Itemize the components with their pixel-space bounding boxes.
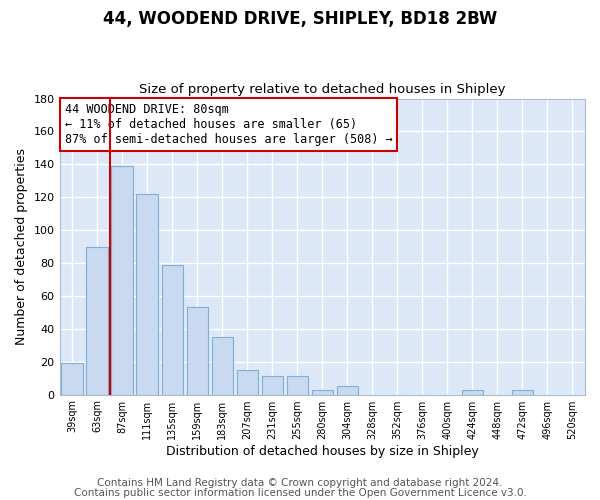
Y-axis label: Number of detached properties: Number of detached properties (15, 148, 28, 345)
Bar (512, 390, 533, 394)
Bar (136, 194, 158, 394)
X-axis label: Distribution of detached houses by size in Shipley: Distribution of detached houses by size … (166, 444, 479, 458)
Text: 44, WOODEND DRIVE, SHIPLEY, BD18 2BW: 44, WOODEND DRIVE, SHIPLEY, BD18 2BW (103, 10, 497, 28)
Bar (212, 337, 233, 394)
Text: 44 WOODEND DRIVE: 80sqm
← 11% of detached houses are smaller (65)
87% of semi-de: 44 WOODEND DRIVE: 80sqm ← 11% of detache… (65, 103, 392, 146)
Bar (462, 390, 483, 394)
Bar (236, 370, 258, 394)
Bar (337, 386, 358, 394)
Bar (187, 308, 208, 394)
Bar (311, 390, 333, 394)
Text: Contains HM Land Registry data © Crown copyright and database right 2024.: Contains HM Land Registry data © Crown c… (97, 478, 503, 488)
Text: Contains public sector information licensed under the Open Government Licence v3: Contains public sector information licen… (74, 488, 526, 498)
Bar (86, 246, 108, 394)
Bar (112, 166, 133, 394)
Title: Size of property relative to detached houses in Shipley: Size of property relative to detached ho… (139, 83, 506, 96)
Bar (262, 376, 283, 394)
Bar (161, 264, 183, 394)
Bar (61, 364, 83, 394)
Bar (287, 376, 308, 394)
